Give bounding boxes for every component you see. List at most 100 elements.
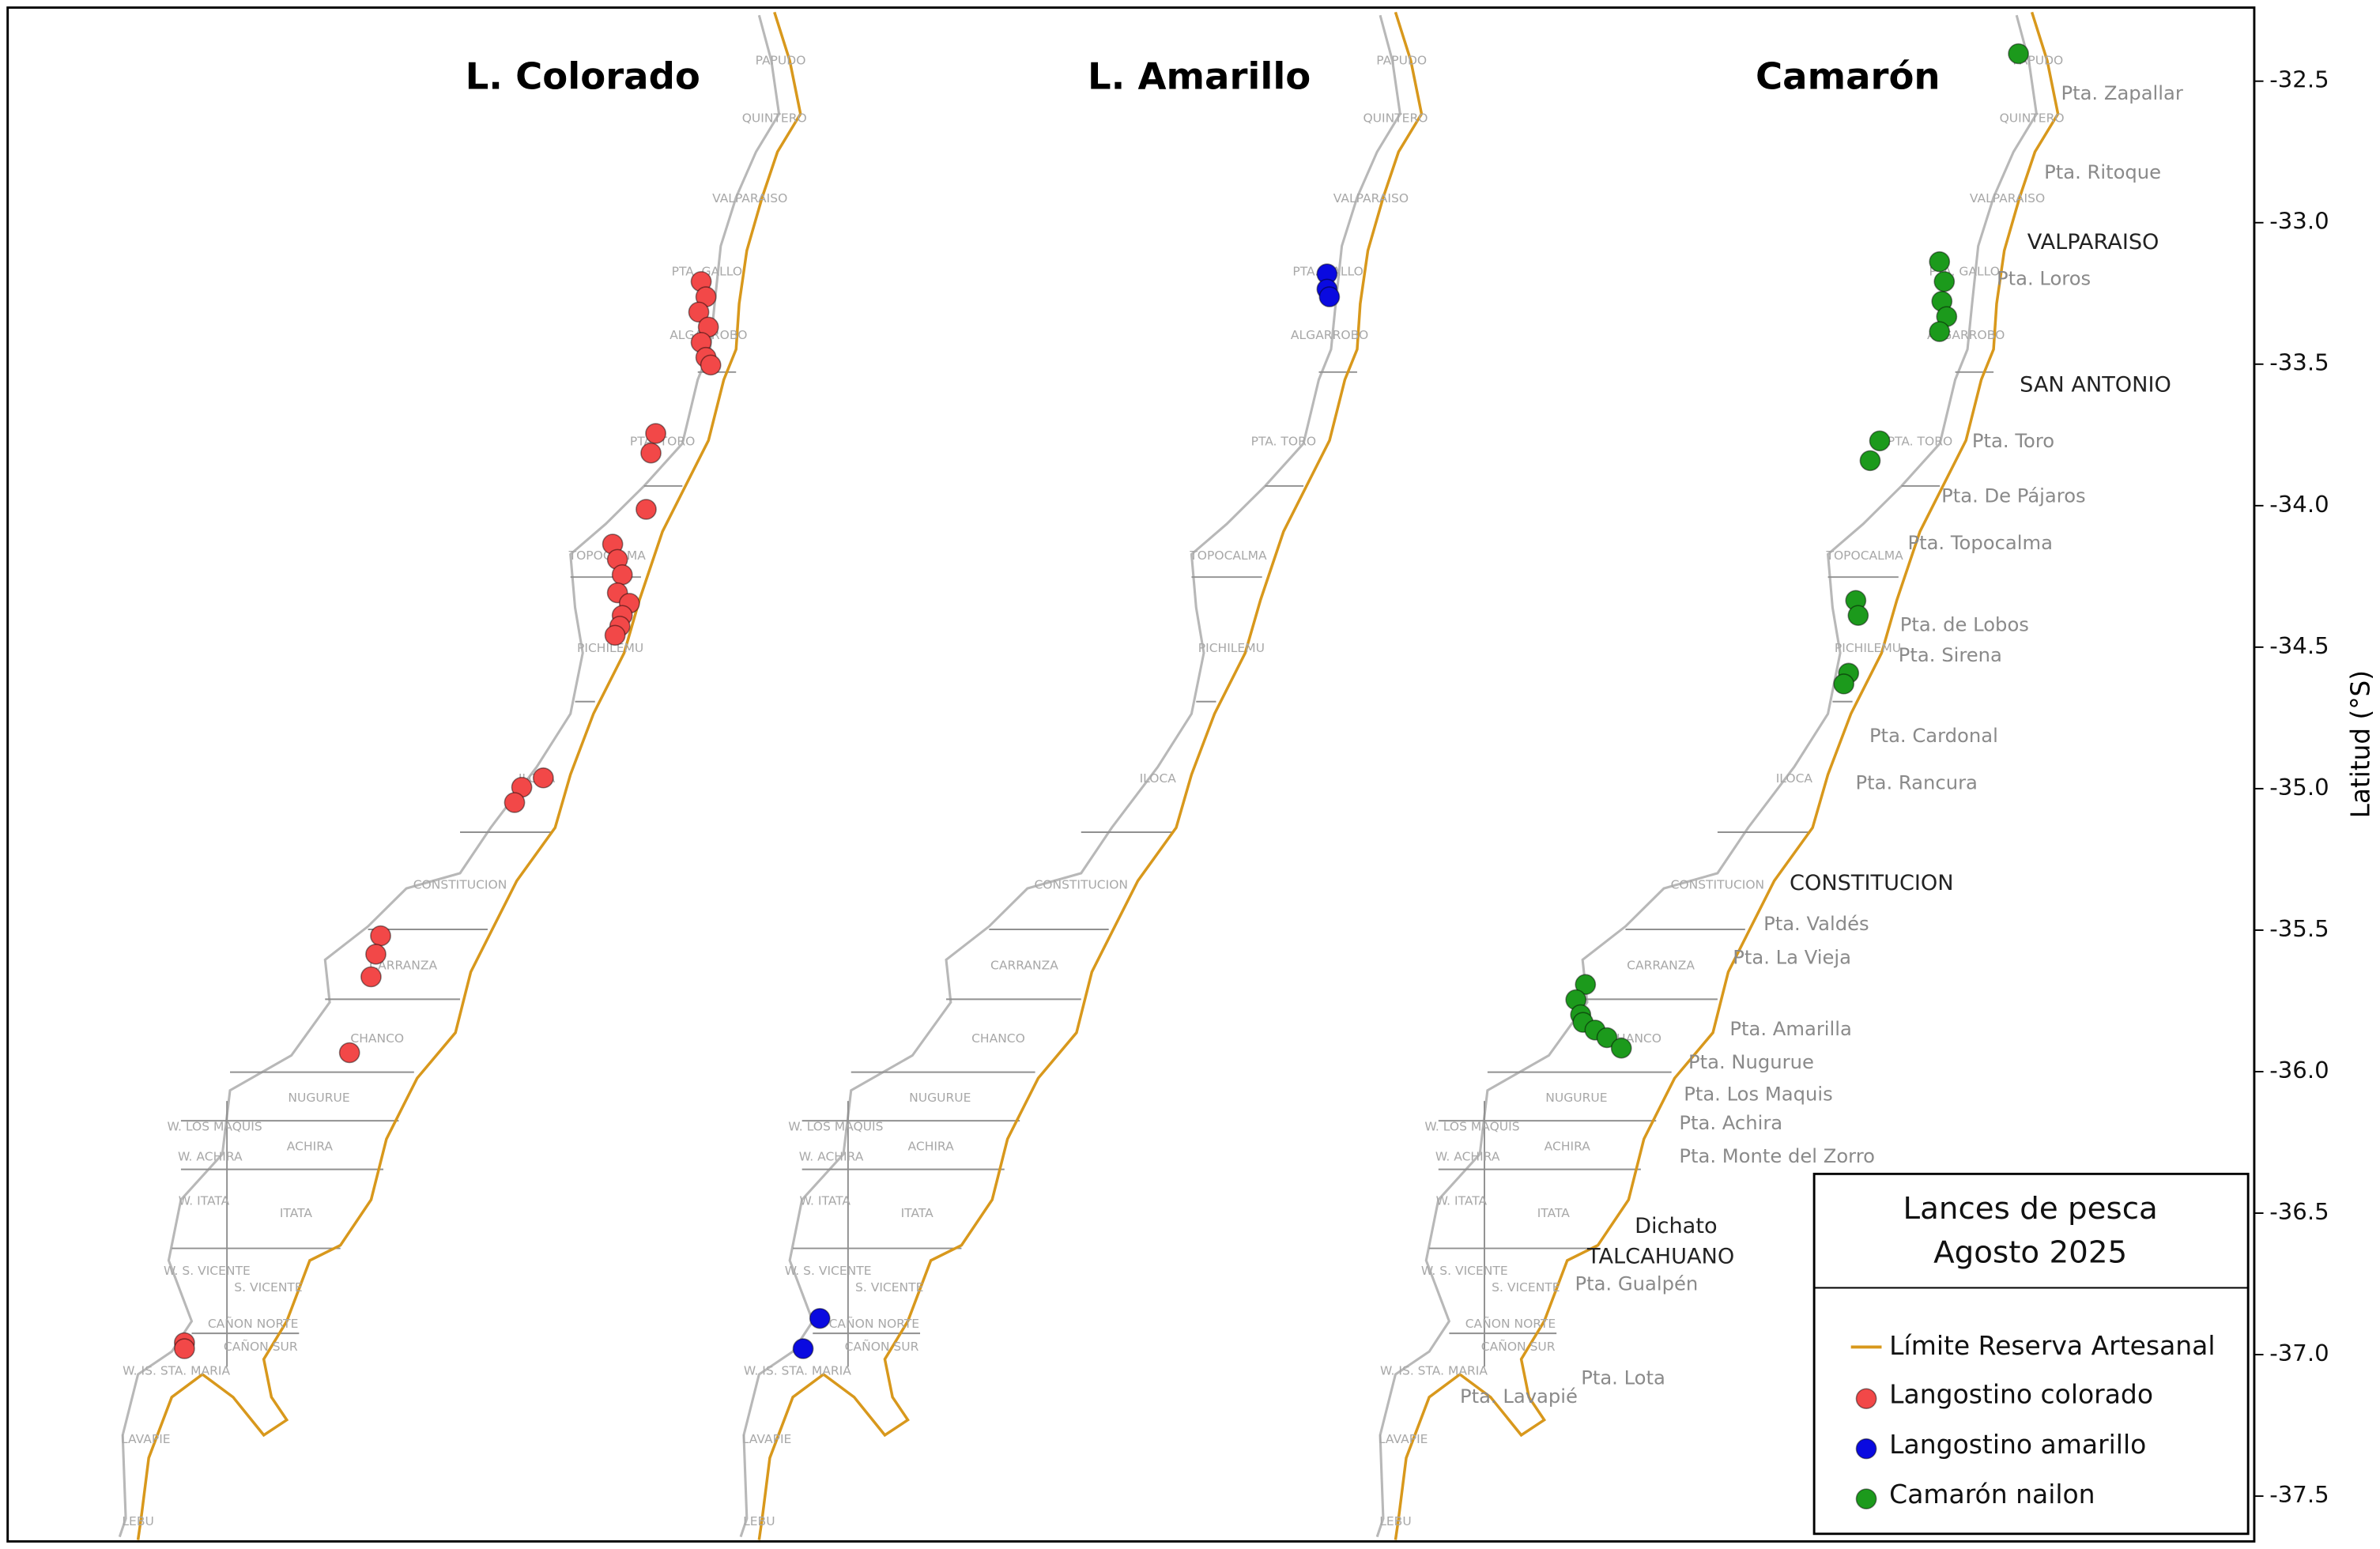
zone-label: W. LOS MAQUIS — [168, 1119, 262, 1133]
zone-label: TOPOCALMA — [1189, 548, 1267, 563]
zone-label: W. S. VICENTE — [164, 1264, 251, 1278]
zone-label: CARRANZA — [990, 959, 1058, 973]
place-label: TALCAHUANO — [1586, 1245, 1734, 1269]
zone-label: NUGURUE — [288, 1091, 349, 1105]
haul-point — [1929, 321, 1951, 342]
zone-label: NUGURUE — [1545, 1091, 1607, 1105]
haul-point — [611, 563, 633, 586]
zone-label: VALPARAISO — [1333, 191, 1409, 205]
place-label: Pta. Zapallar — [2061, 82, 2182, 104]
haul-point — [365, 944, 387, 965]
zone-label: VALPARAISO — [1970, 191, 2045, 205]
haul-point — [1833, 673, 1855, 695]
zone-label: QUINTERO — [2000, 111, 2065, 125]
place-label: Pta. Lota — [1581, 1367, 1665, 1389]
haul-point — [532, 767, 554, 789]
zone-label: W. ITATA — [1436, 1194, 1488, 1208]
haul-point — [1859, 450, 1881, 472]
y-tick-label: -35.0 — [2269, 774, 2329, 801]
zone-label: QUINTERO — [1363, 111, 1428, 125]
place-label: Pta. Rancura — [1855, 772, 1977, 794]
zone-label: W. S. VICENTE — [785, 1264, 872, 1278]
zone-label: W. ITATA — [179, 1194, 230, 1208]
legend-swatch — [1855, 1488, 1877, 1509]
haul-point — [604, 624, 626, 646]
zone-label: PTA. TORO — [1888, 435, 1953, 449]
haul-point — [1847, 605, 1869, 627]
place-label: CONSTITUCION — [1790, 871, 1954, 895]
place-label: Pta. Gualpén — [1575, 1273, 1698, 1295]
zone-label: QUINTERO — [742, 111, 807, 125]
y-tick-label: -36.0 — [2269, 1057, 2329, 1084]
zone-label: W. ACHIRA — [178, 1150, 243, 1164]
haul-point — [645, 423, 666, 444]
haul-point — [360, 966, 382, 988]
panel-title: Camarón — [1756, 55, 1941, 98]
y-tick-label: -33.0 — [2269, 208, 2329, 235]
haul-point — [636, 499, 657, 520]
legend-label: Langostino colorado — [1889, 1380, 2153, 1410]
zone-label: W. ACHIRA — [1435, 1150, 1500, 1164]
zone-label: W. S. VICENTE — [1421, 1264, 1508, 1278]
panel-title: L. Amarillo — [1088, 55, 1311, 98]
place-label: Pta. Ritoque — [2044, 161, 2161, 183]
zone-label: PAPUDO — [756, 53, 806, 67]
zone-label: TOPOCALMA — [1825, 548, 1903, 563]
zone-label: ACHIRA — [908, 1139, 955, 1153]
zone-label: W. IS. STA. MARIA — [1380, 1364, 1488, 1378]
zone-label: ILOCA — [1140, 771, 1177, 786]
zone-label: PICHILEMU — [1198, 641, 1265, 655]
haul-point — [173, 1338, 195, 1359]
place-label: Pta. La Vieja — [1733, 947, 1851, 969]
place-label: Pta. Lavapié — [1460, 1385, 1578, 1408]
zone-label: ITATA — [1537, 1206, 1571, 1220]
haul-point — [700, 354, 722, 376]
zone-label: ITATA — [280, 1206, 313, 1220]
zone-label: CONSTITUCION — [413, 878, 507, 892]
place-label: Pta. Topocalma — [1907, 532, 2053, 554]
place-label: Pta. Toro — [1972, 430, 2054, 452]
y-tick-label: -34.5 — [2269, 632, 2329, 659]
y-tick-label: -34.0 — [2269, 491, 2329, 518]
zone-label: W. LOS MAQUIS — [1424, 1119, 1519, 1133]
zone-label: LEBU — [122, 1514, 153, 1528]
axis-title: Latitud (°S) — [2345, 670, 2375, 818]
zone-label: CAÑON SUR — [224, 1339, 298, 1354]
y-tick-label: -36.5 — [2269, 1198, 2329, 1225]
marks-layer: -32.5 -33.0 -33.5 -34.0 -34.5 -35.0 -35.5 -36.0… — [121, 43, 2329, 1528]
place-label: Pta. Amarilla — [1729, 1018, 1851, 1040]
legend-swatch — [1855, 1438, 1877, 1460]
place-label: VALPARAISO — [2027, 230, 2159, 254]
y-tick-label: -35.5 — [2269, 915, 2329, 942]
zone-label: S. VICENTE — [855, 1280, 923, 1295]
zone-label: PAPUDO — [1376, 53, 1427, 67]
zone-label: CAÑON NORTE — [829, 1316, 920, 1331]
haul-point — [640, 442, 662, 464]
legend-title: Lances de pesca — [1903, 1191, 2157, 1227]
place-label: Pta. Achira — [1679, 1112, 1782, 1134]
zone-label: S. VICENTE — [1492, 1280, 1560, 1295]
zone-label: PTA. TORO — [1251, 435, 1317, 449]
place-label: Pta. Los Maquis — [1684, 1084, 1833, 1106]
legend-label: Límite Reserva Artesanal — [1889, 1331, 2215, 1361]
place-label: Pta. de Lobos — [1900, 614, 2029, 636]
haul-point — [1610, 1038, 1632, 1059]
y-tick-label: -32.5 — [2269, 66, 2329, 93]
zone-label: W. ACHIRA — [799, 1150, 864, 1164]
legend-label: Langostino amarillo — [1889, 1430, 2146, 1460]
place-label: Pta. De Pájaros — [1941, 484, 2086, 507]
haul-point — [338, 1042, 360, 1064]
zone-label: CONSTITUCION — [1671, 878, 1765, 892]
place-label: Dichato — [1635, 1214, 1717, 1238]
haul-point — [688, 301, 710, 323]
zone-label: ALGARROBO — [1291, 328, 1368, 342]
place-label: Pta. Sirena — [1899, 644, 2002, 666]
zone-label: CAÑON NORTE — [208, 1316, 299, 1331]
y-tick-label: -37.0 — [2269, 1340, 2329, 1366]
legend-swatch — [1855, 1388, 1877, 1410]
haul-point — [1596, 1027, 1618, 1049]
zone-label: LEBU — [743, 1514, 775, 1528]
haul-point — [1575, 974, 1597, 995]
zone-label: ITATA — [901, 1206, 934, 1220]
zone-label: ILOCA — [1776, 771, 1813, 786]
